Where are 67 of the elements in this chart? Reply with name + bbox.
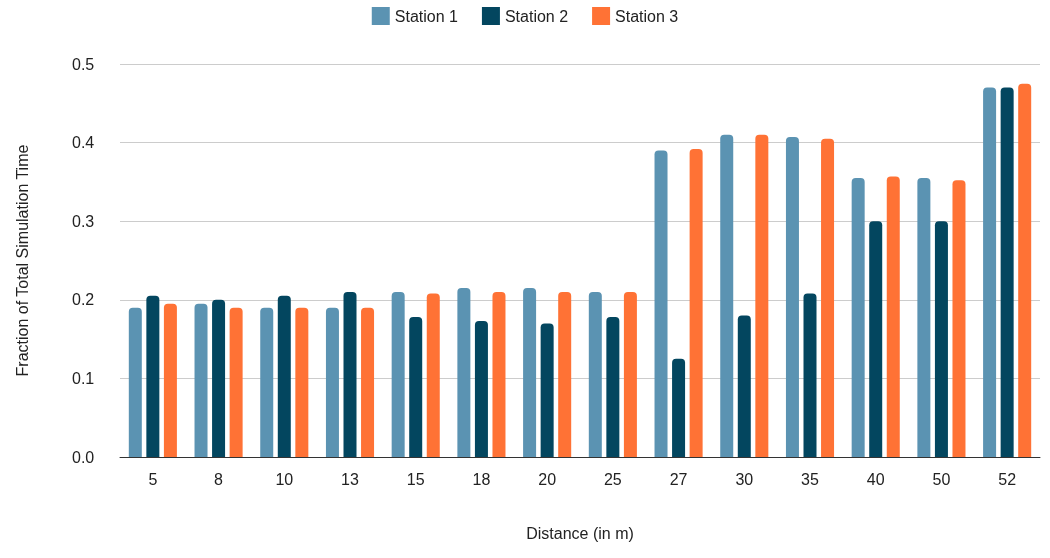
bar	[785, 137, 799, 457]
bar	[492, 291, 506, 457]
x-tick-label: 30	[735, 470, 754, 488]
bar	[128, 307, 142, 457]
bar	[163, 303, 177, 457]
bar	[558, 291, 572, 457]
bar	[917, 177, 931, 457]
y-tick-label: 0.3	[72, 212, 95, 230]
bar	[212, 299, 226, 457]
x-tick-label: 20	[538, 470, 557, 488]
bar	[588, 291, 602, 457]
x-tick-label: 52	[998, 470, 1017, 488]
bar	[391, 291, 405, 457]
bar	[1018, 83, 1032, 457]
bar	[672, 358, 686, 457]
bar	[194, 303, 208, 457]
bar	[361, 307, 375, 457]
bar	[540, 323, 554, 457]
x-tick-label: 25	[603, 470, 622, 488]
bar	[623, 291, 637, 457]
legend-label: Station 1	[394, 7, 459, 25]
bar	[295, 307, 309, 457]
bar	[934, 221, 948, 457]
bar	[343, 291, 357, 457]
bar	[277, 295, 291, 457]
x-tick-label: 18	[472, 470, 491, 488]
y-tick-label: 0.2	[72, 291, 95, 309]
bar	[606, 317, 620, 457]
bar	[426, 293, 440, 457]
bar	[689, 148, 703, 457]
legend-label: Station 3	[615, 7, 679, 25]
x-tick-label: 10	[275, 470, 294, 488]
bar	[983, 87, 997, 457]
bar	[886, 176, 900, 457]
bar	[229, 307, 243, 457]
x-tick-label: 8	[214, 470, 224, 488]
x-tick-label: 13	[341, 470, 359, 488]
bar	[260, 307, 274, 457]
y-tick-label: 0.0	[72, 448, 95, 466]
y-tick-label: 0.1	[72, 369, 95, 387]
bar	[821, 138, 835, 457]
bar	[409, 317, 423, 457]
x-tick-label: 40	[866, 470, 885, 488]
bar	[1000, 87, 1014, 457]
bar	[755, 134, 769, 457]
bar	[720, 134, 734, 457]
x-tick-label: 50	[932, 470, 951, 488]
y-tick-label: 0.4	[72, 134, 95, 152]
bar	[851, 177, 865, 457]
x-tick-label: 27	[669, 470, 688, 488]
x-tick-label: 35	[801, 470, 819, 488]
bar	[474, 321, 488, 457]
bar	[952, 180, 966, 457]
bar	[654, 150, 668, 457]
bar	[146, 295, 160, 457]
bar	[457, 288, 471, 457]
x-axis-title: Distance (in m)	[526, 524, 634, 542]
y-tick-label: 0.5	[72, 55, 95, 73]
bar	[803, 293, 817, 457]
bar	[737, 315, 751, 457]
x-tick-label: 15	[406, 470, 425, 488]
bar	[869, 221, 883, 457]
y-axis-title: Fraction of Total Simulation Time	[13, 144, 31, 377]
bar	[523, 288, 537, 457]
legend-label: Station 2	[504, 7, 569, 25]
x-tick-label: 5	[148, 470, 158, 488]
bar	[325, 307, 339, 457]
